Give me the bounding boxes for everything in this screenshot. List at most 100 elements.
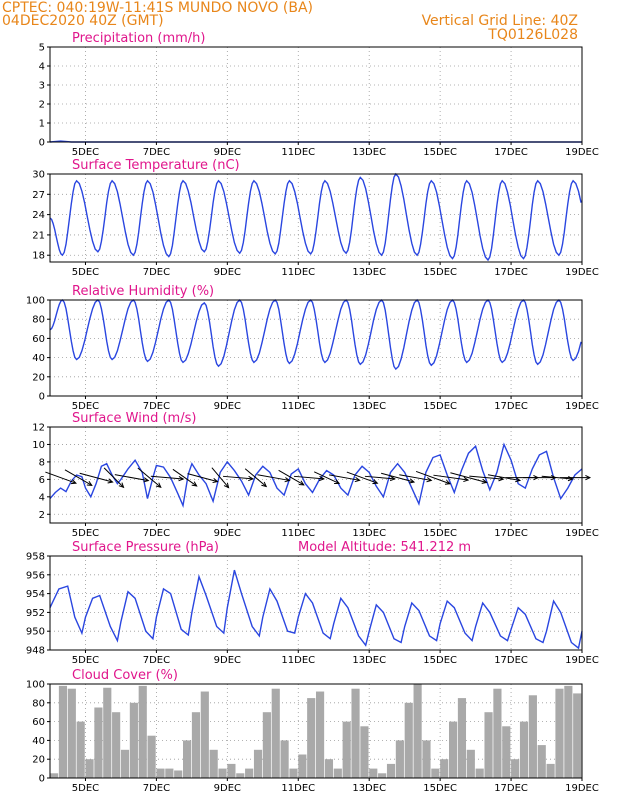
panel-4: Surface Wind (m/s) 2 4 6 8 10 12 5DEC 7DEC 9DEC 11… [32, 411, 599, 539]
cloud-bar [271, 688, 280, 778]
x-tick-label: 17DEC [494, 783, 528, 794]
panel-1: Precipitation (mm/h) 0 1 2 3 4 5 5DEC 7DEC 9DEC 11… [39, 31, 599, 158]
x-tick-label: 17DEC [494, 528, 528, 539]
wind-arrow [313, 471, 340, 484]
x-tick-label: 11DEC [281, 528, 315, 539]
y-tick-label: 100 [26, 296, 45, 307]
wind-arrow-head [354, 476, 361, 483]
wind-arrow [172, 468, 197, 487]
y-tick-label: 2 [39, 100, 45, 111]
cloud-bar [85, 759, 94, 778]
x-tick-label: 17DEC [494, 655, 528, 666]
cloud-bar [324, 759, 334, 778]
y-tick-label: 20 [32, 372, 45, 383]
wind-arrow-head [248, 475, 255, 482]
x-tick-label: 15DEC [423, 147, 457, 158]
panel-frame [49, 683, 583, 779]
wind-arrow-head [585, 474, 592, 481]
cloud-bar [466, 749, 475, 778]
y-tick-label: 4 [39, 492, 45, 503]
x-tick-label: 7DEC [143, 267, 170, 278]
wind-arrow-head [86, 480, 93, 486]
x-tick-label: 15DEC [423, 655, 457, 666]
cloud-bar [58, 685, 68, 778]
wind-arrow [103, 467, 124, 488]
y-tick-label: 4 [39, 62, 45, 73]
cloud-bar [333, 768, 342, 778]
y-tick-label: 0 [39, 774, 45, 785]
x-tick-label: 5DEC [72, 267, 99, 278]
panel-5: Surface Pressure (hPa) Model Altitude: 54… [26, 540, 599, 666]
cloud-bar [404, 702, 413, 778]
wind-arrow [222, 475, 253, 480]
cloud-bar [245, 768, 254, 778]
wind-arrow [487, 474, 521, 481]
cloud-bar [200, 691, 209, 778]
panel-title: Cloud Cover (%) [72, 668, 178, 683]
x-tick-label: 15DEC [423, 401, 457, 412]
cloud-bar [502, 726, 511, 778]
cloud-bar [191, 712, 201, 778]
cloud-bar [289, 768, 298, 778]
x-tick-label: 19DEC [565, 528, 599, 539]
panel-frame [49, 46, 583, 143]
wind-arrow [79, 472, 113, 483]
cloud-bar [280, 740, 289, 778]
cloud-bar [262, 712, 271, 778]
wind-arrow [415, 470, 451, 485]
x-tick-label: 13DEC [352, 783, 386, 794]
y-tick-label: 0 [39, 138, 45, 149]
x-tick-label: 7DEC [143, 401, 170, 412]
cloud-bar [342, 721, 351, 778]
cloud-bar [484, 712, 493, 778]
wind-arrow-head [444, 479, 452, 485]
panel-frame [49, 299, 583, 397]
y-tick-label: 10 [32, 440, 45, 451]
cloud-bar [67, 688, 76, 778]
series-line [49, 442, 583, 508]
cloud-bar [422, 740, 431, 778]
cloud-bar [94, 707, 103, 778]
x-tick-label: 9DEC [214, 528, 241, 539]
wind-arrow [381, 472, 415, 483]
y-tick-label: 950 [26, 627, 45, 638]
wind-arrow-head [191, 481, 198, 487]
wind-arrow [469, 475, 504, 480]
cloud-bar [165, 768, 174, 778]
y-tick-label: 80 [32, 315, 45, 326]
wind-arrow-head [408, 478, 416, 484]
wind-arrow-head [515, 477, 522, 483]
wind-arrow [114, 474, 149, 482]
y-tick-label: 80 [32, 698, 45, 709]
cloud-bar [156, 768, 165, 778]
cloud-bar [519, 721, 529, 778]
wind-arrow-head [372, 479, 379, 485]
wind-arrow [211, 467, 229, 488]
wind-arrow-head [70, 479, 77, 485]
cloud-bar [457, 698, 467, 778]
y-tick-label: 40 [32, 736, 45, 747]
panel-frame [49, 173, 583, 263]
wind-arrow [399, 474, 432, 481]
cloud-bar [147, 735, 156, 778]
cloud-bar [103, 687, 112, 778]
wind-arrow [346, 471, 378, 484]
panel-6: Cloud Cover (%) 0 20 40 60 80 100 5DEC 7DEC 9DEC 1… [26, 668, 599, 794]
x-tick-label: 17DEC [494, 147, 528, 158]
cloud-bar [138, 685, 147, 778]
wind-arrow-head [178, 476, 185, 482]
cloud-bar [528, 695, 537, 778]
cloud-bar [475, 768, 484, 778]
panel-title: Precipitation (mm/h) [72, 31, 205, 46]
cloud-bar [174, 770, 183, 778]
y-tick-label: 60 [32, 334, 45, 345]
wind-arrow-head [298, 480, 305, 486]
x-tick-label: 9DEC [214, 655, 241, 666]
wind-arrow [364, 475, 395, 480]
wind-arrow-head [426, 477, 433, 483]
x-tick-label: 15DEC [423, 528, 457, 539]
wind-arrow-head [118, 482, 125, 489]
x-tick-label: 9DEC [214, 401, 241, 412]
y-tick-label: 6 [39, 475, 45, 486]
